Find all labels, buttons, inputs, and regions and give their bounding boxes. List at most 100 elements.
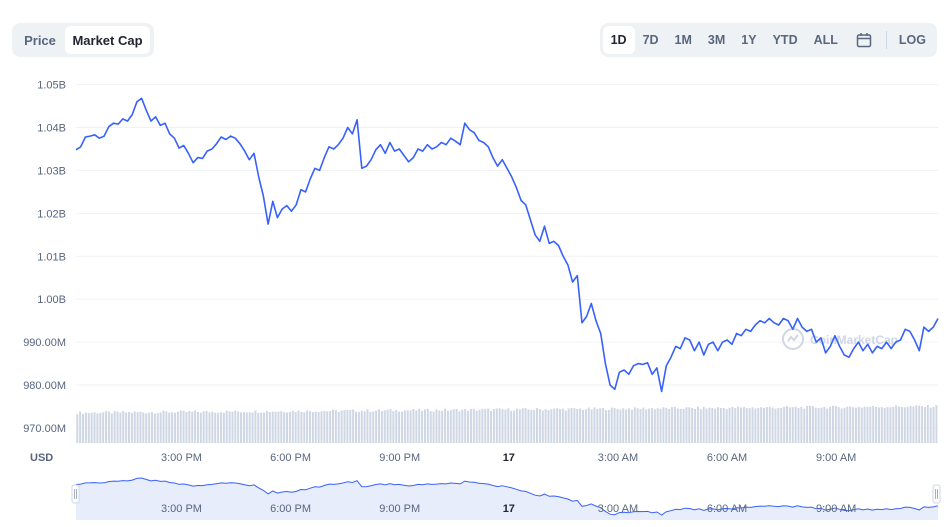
volume-bar xyxy=(487,408,490,443)
volume-bar xyxy=(702,406,705,443)
y-tick-label: 1.00B xyxy=(37,294,66,306)
range-ytd-button[interactable]: YTD xyxy=(772,33,798,47)
volume-bar xyxy=(524,408,527,443)
calendar-icon xyxy=(856,33,872,48)
volume-bar xyxy=(263,412,266,443)
volume-bar xyxy=(717,407,720,443)
volume-bar xyxy=(682,409,685,443)
x-tick-label: 3:00 AM xyxy=(598,452,638,464)
volume-bar xyxy=(625,409,628,443)
volume-bar xyxy=(217,412,220,443)
volume-bar xyxy=(426,408,429,443)
volume-bar xyxy=(145,413,148,443)
volume-bar xyxy=(740,407,743,443)
volume-bar xyxy=(679,408,682,443)
volume-bar xyxy=(892,407,895,443)
volume-bar xyxy=(918,405,921,443)
volume-bar xyxy=(332,409,334,443)
navigator-tick-label: 9:00 AM xyxy=(816,503,856,515)
volume-bar xyxy=(725,409,728,443)
volume-bar xyxy=(860,407,863,443)
volume-bar xyxy=(82,413,85,443)
volume-bar xyxy=(271,411,274,443)
volume-bar xyxy=(185,411,188,443)
range-7d-button[interactable]: 7D xyxy=(642,33,659,47)
volume-bar xyxy=(242,412,245,443)
volume-bar xyxy=(699,409,702,443)
volume-bar xyxy=(162,410,165,443)
volume-bar xyxy=(708,407,711,443)
volume-bar xyxy=(461,409,464,443)
volume-bar xyxy=(378,409,380,443)
volume-bar xyxy=(771,407,774,443)
volume-bar xyxy=(490,410,493,443)
volume-bar xyxy=(719,407,722,443)
volume-bar xyxy=(763,407,765,443)
volume-bar xyxy=(202,411,205,443)
volume-bar xyxy=(478,409,481,443)
volume-bar xyxy=(745,408,748,443)
watermark-logo-mark xyxy=(787,334,799,342)
volume-bar xyxy=(245,412,248,443)
volume-bar xyxy=(579,408,582,443)
volume-bar xyxy=(501,409,504,443)
range-1m-button[interactable]: 1M xyxy=(674,33,692,47)
volume-bar xyxy=(415,410,418,443)
range-1d-button[interactable]: 1D xyxy=(602,26,635,54)
volume-bar xyxy=(898,406,901,443)
volume-bar xyxy=(309,411,312,443)
volume-bar xyxy=(323,410,326,443)
volume-bar xyxy=(481,408,484,443)
volume-bar xyxy=(831,405,834,443)
volume-bar xyxy=(834,405,837,443)
market-cap-tab[interactable]: Market Cap xyxy=(65,26,150,54)
volume-bar xyxy=(564,410,567,443)
volume-bar xyxy=(688,407,691,443)
volume-bar xyxy=(515,408,518,443)
volume-bar xyxy=(788,407,791,443)
volume-bar xyxy=(803,408,806,443)
range-1y-button[interactable]: 1Y xyxy=(741,33,757,47)
grid-lines xyxy=(76,84,938,429)
volume-bar xyxy=(527,409,530,443)
x-tick-label: 6:00 AM xyxy=(707,452,747,464)
volume-bar xyxy=(510,410,513,443)
range-3m-button[interactable]: 3M xyxy=(707,33,726,47)
volume-bar xyxy=(786,406,788,443)
x-axis-ticks: 3:00 PM 6:00 PM 9:00 PM 17 3:00 AM 6:00 AM 9:0… xyxy=(161,452,856,464)
volume-bar xyxy=(79,411,82,443)
volume-bar xyxy=(826,408,829,443)
volume-bar xyxy=(748,408,751,443)
navigator-left-handle[interactable] xyxy=(71,484,80,504)
volume-bar xyxy=(303,412,306,443)
navigator-right-handle[interactable] xyxy=(932,484,941,504)
y-tick-label: 1.03B xyxy=(37,165,66,177)
volume-bar xyxy=(734,408,737,443)
x-tick-label: 3:00 PM xyxy=(161,452,202,464)
volume-bar xyxy=(133,411,136,443)
volume-bar xyxy=(248,412,251,443)
range-all-button[interactable]: ALL xyxy=(813,33,838,47)
volume-bar xyxy=(671,407,674,443)
volume-bar xyxy=(797,407,800,443)
volume-bar xyxy=(814,407,817,443)
y-tick-label: 1.04B xyxy=(37,123,66,135)
volume-bar xyxy=(363,411,366,443)
volume-bar xyxy=(412,408,415,443)
volume-bar xyxy=(130,412,133,443)
volume-bar xyxy=(194,410,197,443)
volume-bar xyxy=(76,414,79,443)
volume-bar xyxy=(188,411,191,443)
volume-bar xyxy=(492,408,495,443)
volume-bar xyxy=(110,413,113,443)
log-scale-button[interactable]: LOG xyxy=(898,33,926,47)
volume-bar xyxy=(685,407,688,443)
calendar-button[interactable] xyxy=(846,26,882,54)
volume-bar xyxy=(656,408,659,443)
volume-bar xyxy=(619,409,622,443)
volume-bar xyxy=(208,412,211,443)
price-tab[interactable]: Price xyxy=(24,32,56,48)
volume-bar xyxy=(659,408,662,443)
volume-bar xyxy=(228,411,231,443)
volume-bar xyxy=(596,408,599,443)
